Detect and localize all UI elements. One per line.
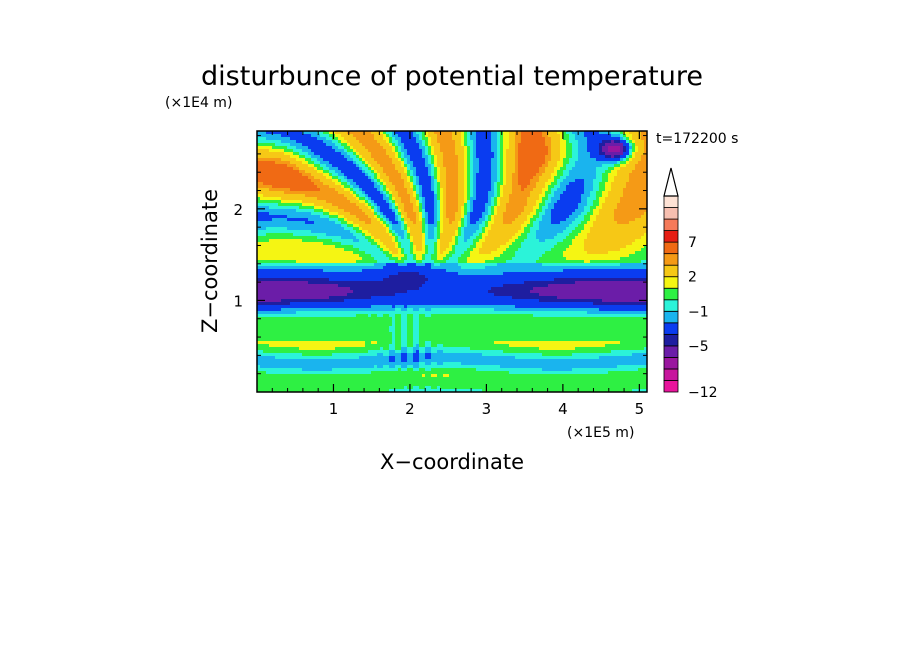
- x-axis-label: X−coordinate: [380, 450, 524, 474]
- contour-field: [257, 131, 648, 393]
- colorbar-swatch: [664, 265, 678, 277]
- colorbar-label: 2: [688, 270, 697, 286]
- colorbar-swatch: [664, 277, 678, 289]
- colorbar-swatch: [664, 311, 678, 323]
- y-tick-label: 1: [233, 292, 243, 310]
- x-tick-label: 2: [405, 400, 415, 418]
- x-tick-label: 5: [635, 400, 645, 418]
- colorbar-swatch: [664, 219, 678, 231]
- colorbar-swatch: [664, 300, 678, 312]
- colorbar-label: 7: [688, 235, 697, 251]
- y-tick-label: 2: [233, 201, 243, 219]
- colorbar-swatch: [664, 288, 678, 300]
- colorbar-label: −1: [688, 304, 709, 320]
- colorbar-swatch: [664, 196, 678, 208]
- x-tick-label: 4: [558, 400, 568, 418]
- time-label: t=172200 s: [656, 131, 738, 147]
- colorbar-swatch: [664, 231, 678, 243]
- x-tick-label: 1: [329, 400, 339, 418]
- colorbar: −12−5−127: [664, 168, 718, 401]
- y-unit-label: (×1E4 m): [165, 95, 232, 111]
- colorbar-swatch: [664, 242, 678, 254]
- colorbar-swatch: [664, 369, 678, 381]
- x-unit-label: (×1E5 m): [567, 425, 634, 441]
- colorbar-label: −12: [688, 385, 718, 401]
- colorbar-swatch: [664, 380, 678, 392]
- colorbar-swatch: [664, 254, 678, 266]
- x-tick-label: 3: [482, 400, 492, 418]
- chart-title: disturbunce of potential temperature: [201, 61, 703, 92]
- colorbar-extend-arrow: [664, 168, 678, 196]
- colorbar-label: −5: [688, 339, 709, 355]
- y-axis-label: Z−coordinate: [198, 189, 222, 333]
- colorbar-swatch: [664, 208, 678, 220]
- colorbar-swatch: [664, 323, 678, 335]
- colorbar-swatch: [664, 357, 678, 369]
- colorbar-swatch: [664, 346, 678, 358]
- colorbar-swatch: [664, 334, 678, 346]
